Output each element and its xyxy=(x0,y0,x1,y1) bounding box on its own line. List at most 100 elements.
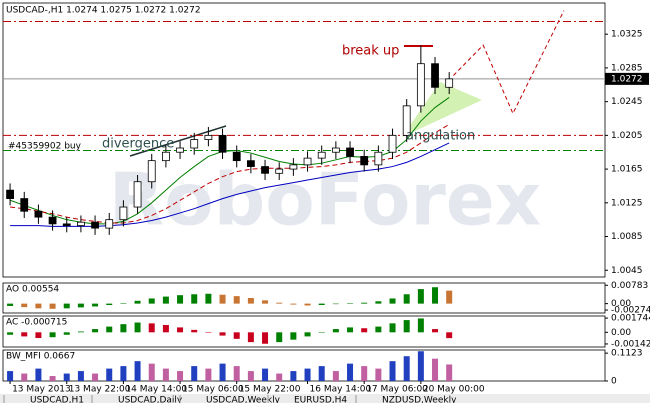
histogram-bar xyxy=(347,303,354,304)
y-tick-label: 1.0045 xyxy=(611,266,643,276)
y-tick-label: 0 xyxy=(611,377,617,387)
y-tick-label: 0.001744 xyxy=(611,314,650,324)
histogram-bar xyxy=(247,332,254,343)
candle-body xyxy=(289,164,298,170)
candle-body xyxy=(161,151,170,162)
candle-body xyxy=(147,160,156,183)
histogram-bar xyxy=(49,332,56,338)
histogram-bar xyxy=(92,303,99,307)
candle-body xyxy=(48,216,57,225)
histogram-bar xyxy=(233,296,240,304)
histogram-bar xyxy=(162,368,169,381)
candle-body xyxy=(91,221,99,229)
candle-body xyxy=(34,210,43,218)
panel-frame xyxy=(2,2,606,278)
y-tick-label: -0.001425 xyxy=(611,339,650,349)
histogram-bar xyxy=(177,371,184,381)
histogram-bar xyxy=(49,376,56,381)
histogram-bar xyxy=(290,332,297,340)
tab: USDCAD,Weekly xyxy=(206,396,281,403)
y-tick-label: 0.1123 xyxy=(611,349,643,359)
histogram-bar xyxy=(304,303,311,306)
last-price-tag xyxy=(605,72,649,85)
histogram-bar xyxy=(134,322,141,333)
panel-frame xyxy=(2,282,606,314)
histogram-bar xyxy=(262,332,269,344)
histogram-bar xyxy=(332,303,339,305)
histogram-bar xyxy=(375,326,382,333)
histogram-bar xyxy=(233,332,240,339)
last-price-label: 1.0272 xyxy=(611,74,643,84)
x-tick-label: 13 May 22:00 xyxy=(69,385,131,395)
histogram-bar xyxy=(375,301,382,304)
histogram-bar xyxy=(63,373,70,381)
histogram-bar xyxy=(417,351,424,381)
histogram-bar xyxy=(21,332,28,337)
histogram-bar xyxy=(219,332,226,336)
histogram-bar xyxy=(432,358,439,381)
candle-body xyxy=(275,168,284,174)
histogram-bar xyxy=(191,329,198,333)
histogram-bar xyxy=(233,366,240,381)
plot-layer: 1.0325 1.0285 1.0245 1.0205 1.0165 1.0125 1.00… xyxy=(2,2,650,395)
x-tick-label: 15 May 06:00 xyxy=(182,385,244,395)
candle-body xyxy=(261,166,269,174)
candle-body xyxy=(176,147,184,153)
histogram-bar xyxy=(63,332,70,335)
x-tick-label: 15 May 22:00 xyxy=(239,385,301,395)
tab: EURUSD,H4 xyxy=(294,396,347,403)
panel-frame xyxy=(2,315,606,348)
histogram-bar xyxy=(276,332,283,343)
panel-frame xyxy=(2,349,606,382)
histogram-bar xyxy=(403,320,410,333)
histogram-bar xyxy=(347,327,354,333)
histogram-bar xyxy=(177,295,184,304)
histogram-bar xyxy=(148,323,155,333)
histogram-bar xyxy=(276,373,283,381)
y-tick-label: 0.00 xyxy=(611,328,631,338)
histogram-bar xyxy=(446,290,453,304)
histogram-bar xyxy=(290,303,297,305)
annotation: angulation xyxy=(406,129,475,144)
candle-body xyxy=(218,134,227,153)
histogram-bar xyxy=(347,363,354,381)
histogram-bar xyxy=(318,366,325,381)
histogram-bar xyxy=(219,294,226,304)
y-tick-label: -0.00274 xyxy=(611,306,650,316)
histogram-bar xyxy=(375,368,382,381)
candle-body xyxy=(445,78,454,88)
candle-body xyxy=(62,223,71,226)
histogram-bar xyxy=(21,303,28,308)
y-tick-label: 1.0245 xyxy=(611,97,643,107)
histogram-bar xyxy=(35,303,42,309)
histogram-bar xyxy=(276,302,283,304)
histogram-bar xyxy=(205,368,212,381)
histogram-bar xyxy=(162,324,169,333)
histogram-bar xyxy=(120,324,127,333)
histogram-bar xyxy=(403,356,410,381)
histogram-bar xyxy=(191,294,198,304)
histogram-bar xyxy=(432,329,439,333)
histogram-bar xyxy=(162,296,169,304)
histogram-bar xyxy=(332,371,339,381)
histogram-bar xyxy=(21,373,28,381)
histogram-bar xyxy=(35,368,42,381)
histogram-bar xyxy=(77,331,84,333)
forecast-line xyxy=(453,10,565,115)
panel-title: AC -0.000715 xyxy=(6,318,67,328)
x-tick-label: 13 May 2013 xyxy=(12,385,71,395)
candle-body xyxy=(416,63,425,107)
histogram-bar xyxy=(446,332,453,339)
histogram-bar xyxy=(35,332,42,339)
histogram-bar xyxy=(389,323,396,333)
histogram-bar xyxy=(304,332,311,337)
histogram-bar xyxy=(247,298,254,304)
histogram-bar xyxy=(361,328,368,333)
histogram-bar xyxy=(318,303,325,306)
annotation: break up xyxy=(342,44,399,59)
moving-average xyxy=(10,142,450,227)
histogram-bar xyxy=(120,303,127,304)
annotation: #45359902 buy xyxy=(8,142,82,152)
